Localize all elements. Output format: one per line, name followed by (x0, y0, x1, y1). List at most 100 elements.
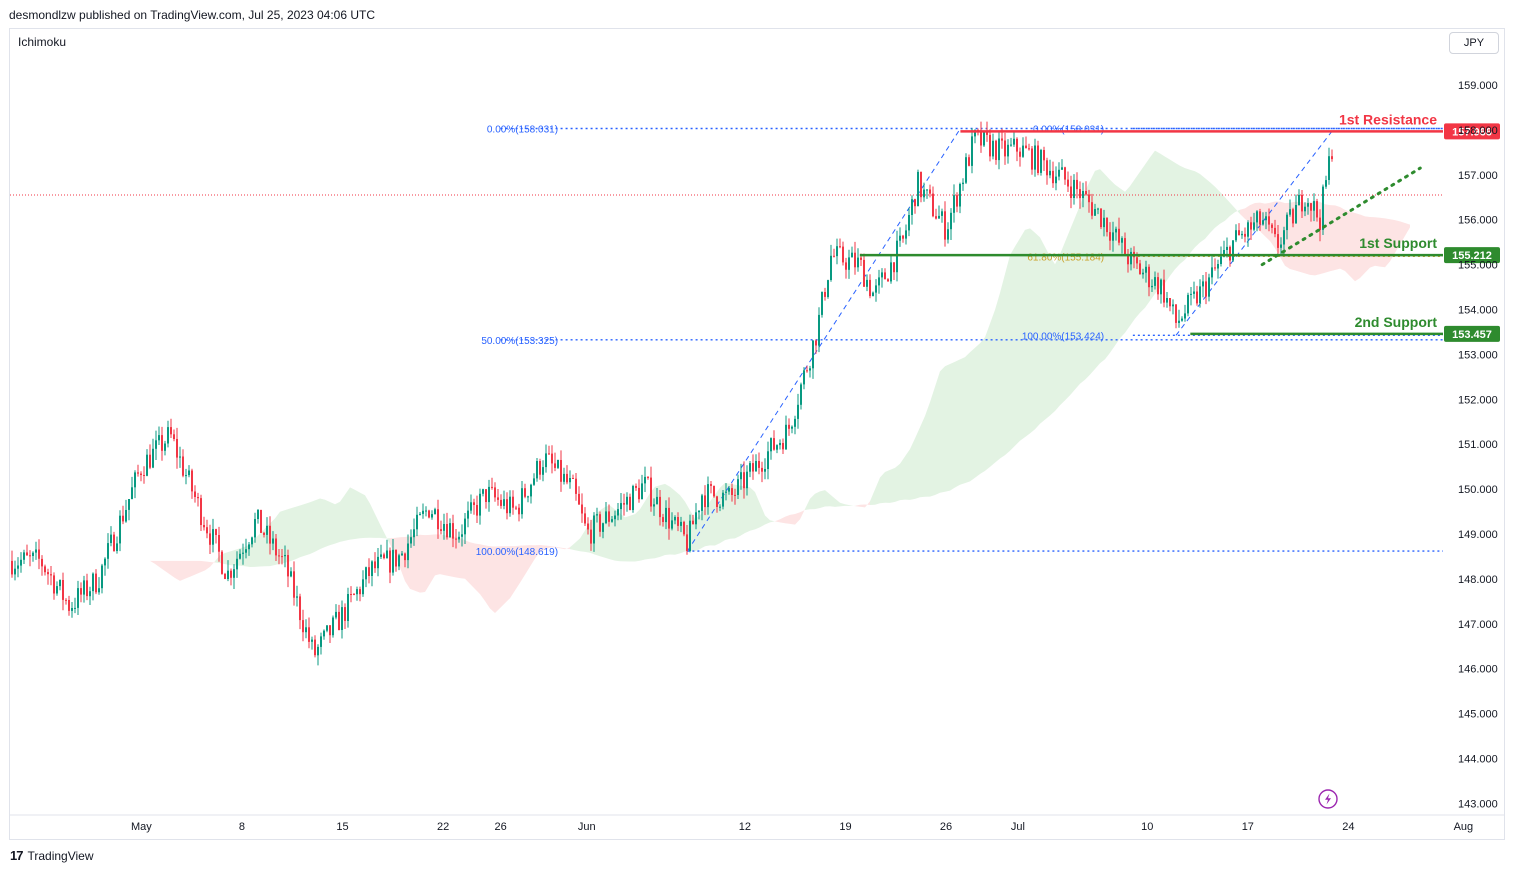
candle-body (98, 588, 100, 593)
candle-body (686, 534, 688, 551)
lightning-icon[interactable] (1318, 789, 1338, 809)
candle-body (836, 246, 838, 257)
candle-body (494, 487, 496, 498)
candle-body (905, 230, 907, 239)
candle-body (1127, 254, 1129, 265)
candle-body (857, 257, 859, 268)
candle-body (716, 496, 718, 507)
candle-body (134, 472, 136, 488)
candle-body (854, 252, 856, 268)
candle-body (536, 461, 538, 479)
candle-body (566, 473, 568, 483)
candle-body (1301, 194, 1303, 212)
indicator-label[interactable]: Ichimoku (18, 35, 67, 49)
candle-body (1241, 233, 1243, 236)
x-tick-label: 26 (494, 821, 506, 833)
candle-body (149, 454, 151, 468)
price-tag-label: 157.966 (1452, 126, 1492, 138)
candle-body (416, 514, 418, 530)
candle-body (164, 443, 166, 451)
candle-body (41, 558, 43, 567)
candle-body (1178, 320, 1180, 323)
candle-body (413, 529, 415, 538)
y-tick-label: 151.000 (1458, 439, 1498, 451)
cloud-bull (870, 150, 1240, 505)
publisher-info: desmondlzw published on TradingView.com,… (9, 8, 375, 22)
candle-body (1031, 148, 1033, 170)
candle-body (236, 558, 238, 570)
candle-body (1142, 272, 1144, 275)
candle-body (647, 476, 649, 478)
candle-body (1196, 291, 1198, 304)
price-tag-label: 153.457 (1452, 329, 1492, 341)
candle-body (680, 521, 682, 526)
candle-body (377, 556, 379, 569)
candle-body (434, 509, 436, 515)
candle-body (926, 189, 928, 191)
candle-body (782, 443, 784, 450)
candle-body (239, 553, 241, 559)
candle-body (578, 493, 580, 505)
price-axis[interactable]: 143.000 144.000 145.000 146.000 147.000 148.0… (1444, 60, 1498, 815)
candle-body (185, 475, 187, 477)
candle-body (1313, 201, 1315, 211)
candle-body (542, 467, 544, 475)
candle-body (719, 506, 721, 508)
candle-body (941, 211, 943, 216)
candle-body (1268, 216, 1270, 225)
candle-body (1310, 203, 1312, 211)
y-tick-label: 154.000 (1458, 305, 1498, 317)
candle-body (1157, 277, 1159, 295)
candle-body (617, 509, 619, 516)
x-tick-label: 19 (839, 821, 851, 833)
candle-body (56, 586, 58, 594)
candle-body (62, 580, 64, 600)
candle-body (251, 537, 253, 545)
candle-body (422, 510, 424, 514)
candle-body (806, 370, 808, 372)
candle-body (1280, 244, 1282, 248)
brand-name: TradingView (27, 848, 94, 863)
candle-body (446, 524, 448, 538)
candle-body (503, 499, 505, 506)
candle-body (491, 486, 493, 488)
candle-body (713, 485, 715, 497)
y-tick-label: 149.000 (1458, 529, 1498, 541)
candle-body (1091, 202, 1093, 216)
candle-body (392, 549, 394, 573)
currency-button[interactable]: JPY (1449, 32, 1499, 54)
candle-body (794, 418, 796, 427)
candle-body (272, 538, 274, 544)
candle-body (788, 424, 790, 429)
candle-body (371, 561, 373, 576)
candle-body (692, 520, 694, 525)
price-tag (1444, 325, 1500, 342)
candle-body (1238, 230, 1240, 236)
candle-body (1283, 230, 1285, 245)
candle-body (1250, 222, 1252, 230)
candle-body (257, 509, 259, 519)
candle-body (506, 499, 508, 514)
candle-body (689, 520, 691, 551)
candle-body (764, 469, 766, 472)
candle-body (821, 292, 823, 315)
candle-body (830, 255, 832, 280)
y-tick-label: 156.000 (1458, 215, 1498, 227)
candle-body (59, 580, 61, 587)
cloud-bear (775, 509, 805, 525)
candle-body (308, 627, 310, 642)
candle-body (323, 630, 325, 637)
candle-body (1001, 138, 1003, 141)
y-tick-label: 153.000 (1458, 349, 1498, 361)
candle-body (1130, 251, 1132, 265)
candle-body (107, 543, 109, 559)
candle-body (1112, 232, 1114, 241)
candle-body (986, 131, 988, 135)
candle-body (623, 503, 625, 505)
candle-body (560, 460, 562, 482)
candle-body (671, 520, 673, 529)
candle-body (77, 588, 79, 608)
time-axis[interactable]: May 8 15 22 26 Jun 12 19 26 Jul 10 17 24 Aug (10, 814, 1505, 833)
candle-body (563, 473, 565, 482)
